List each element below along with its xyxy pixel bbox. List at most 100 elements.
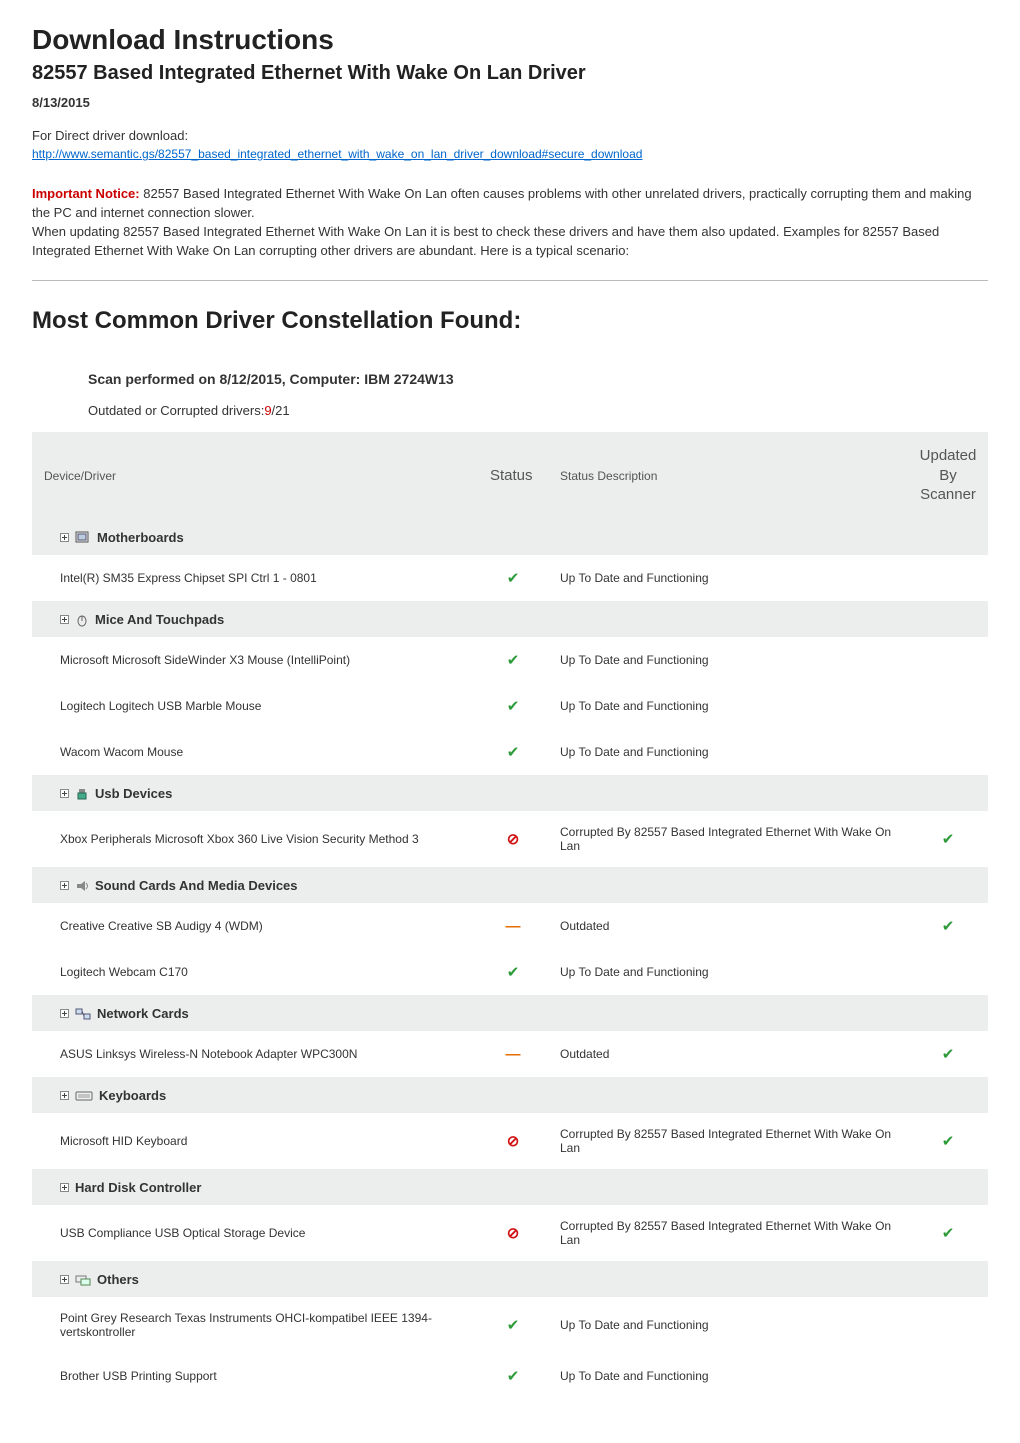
table-row: Logitech Webcam C170✔Up To Date and Func… [32, 949, 988, 995]
check-icon: ✔ [507, 964, 520, 981]
updated-cell [908, 1297, 988, 1353]
status-cell: ⊘ [478, 1205, 548, 1261]
notice-label: Important Notice: [32, 186, 140, 201]
status-desc: Up To Date and Functioning [548, 1353, 908, 1399]
status-cell: ✔ [478, 555, 548, 601]
check-icon: ✔ [942, 918, 955, 935]
category-icon [75, 787, 89, 801]
tree-expand-icon [60, 533, 69, 542]
outdated-count: 9 [264, 403, 271, 418]
device-name: Point Grey Research Texas Instruments OH… [32, 1297, 478, 1353]
status-cell: ⊘ [478, 1113, 548, 1169]
category-label: Keyboards [99, 1088, 166, 1103]
category-row: Mice And Touchpads [32, 601, 988, 637]
updated-cell: ✔ [908, 811, 988, 867]
category-label: Usb Devices [95, 786, 172, 801]
category-cell: Hard Disk Controller [32, 1169, 988, 1205]
updated-cell [908, 1353, 988, 1399]
device-name: Microsoft Microsoft SideWinder X3 Mouse … [32, 637, 478, 683]
table-row: Intel(R) SM35 Express Chipset SPI Ctrl 1… [32, 555, 988, 601]
table-header-row: Device/DriverStatusStatus DescriptionUpd… [32, 432, 988, 519]
category-cell: Motherboards [32, 519, 988, 555]
tree-expand-icon [60, 615, 69, 624]
table-row: ASUS Linksys Wireless-N Notebook Adapter… [32, 1031, 988, 1077]
outdated-prefix: Outdated or Corrupted drivers: [88, 403, 264, 418]
drivers-table: Device/DriverStatusStatus DescriptionUpd… [32, 432, 988, 1399]
table-row: Creative Creative SB Audigy 4 (WDM)—Outd… [32, 903, 988, 949]
col-header-updated: UpdatedByScanner [908, 432, 988, 519]
check-icon: ✔ [507, 744, 520, 761]
check-icon: ✔ [507, 698, 520, 715]
category-label: Sound Cards And Media Devices [95, 878, 298, 893]
device-name: Microsoft HID Keyboard [32, 1113, 478, 1169]
dash-icon: — [506, 918, 521, 935]
device-name: Wacom Wacom Mouse [32, 729, 478, 775]
status-desc: Up To Date and Functioning [548, 949, 908, 995]
check-icon: ✔ [507, 1368, 520, 1385]
updated-cell [908, 949, 988, 995]
table-row: Microsoft Microsoft SideWinder X3 Mouse … [32, 637, 988, 683]
category-cell: Keyboards [32, 1077, 988, 1113]
category-row: Usb Devices [32, 775, 988, 811]
tree-expand-icon [60, 1183, 69, 1192]
device-name: Intel(R) SM35 Express Chipset SPI Ctrl 1… [32, 555, 478, 601]
updated-cell: ✔ [908, 1113, 988, 1169]
status-cell: ✔ [478, 949, 548, 995]
status-cell: ✔ [478, 1353, 548, 1399]
device-name: ASUS Linksys Wireless-N Notebook Adapter… [32, 1031, 478, 1077]
category-row: Sound Cards And Media Devices [32, 867, 988, 903]
category-label: Motherboards [97, 530, 184, 545]
updated-cell [908, 683, 988, 729]
download-link[interactable]: http://www.semantic.gs/82557_based_integ… [32, 147, 642, 161]
table-row: Wacom Wacom Mouse✔Up To Date and Functio… [32, 729, 988, 775]
category-row: Network Cards [32, 995, 988, 1031]
status-cell: ✔ [478, 729, 548, 775]
block-icon: ⊘ [507, 1225, 520, 1242]
status-cell: ✔ [478, 1297, 548, 1353]
notice-line1: 82557 Based Integrated Ethernet With Wak… [32, 186, 972, 220]
outdated-suffix: /21 [272, 403, 290, 418]
category-icon [75, 613, 89, 627]
category-cell: Usb Devices [32, 775, 988, 811]
check-icon: ✔ [942, 1046, 955, 1063]
category-icon [75, 879, 89, 893]
date-label: 8/13/2015 [32, 95, 988, 110]
status-desc: Corrupted By 82557 Based Integrated Ethe… [548, 1113, 908, 1169]
category-label: Hard Disk Controller [75, 1180, 201, 1195]
direct-download-label: For Direct driver download: [32, 128, 988, 143]
check-icon: ✔ [507, 652, 520, 669]
category-row: Hard Disk Controller [32, 1169, 988, 1205]
status-desc: Up To Date and Functioning [548, 1297, 908, 1353]
table-row: Logitech Logitech USB Marble Mouse✔Up To… [32, 683, 988, 729]
col-header-device: Device/Driver [32, 432, 478, 519]
updated-cell [908, 729, 988, 775]
tree-expand-icon [60, 1009, 69, 1018]
section-title: Most Common Driver Constellation Found: [32, 307, 988, 335]
dash-icon: — [506, 1046, 521, 1063]
category-row: Motherboards [32, 519, 988, 555]
status-desc: Up To Date and Functioning [548, 683, 908, 729]
table-row: Point Grey Research Texas Instruments OH… [32, 1297, 988, 1353]
outdated-info: Outdated or Corrupted drivers:9/21 [88, 403, 988, 418]
table-row: USB Compliance USB Optical Storage Devic… [32, 1205, 988, 1261]
category-row: Keyboards [32, 1077, 988, 1113]
device-name: Brother USB Printing Support [32, 1353, 478, 1399]
category-row: Others [32, 1261, 988, 1297]
status-desc: Up To Date and Functioning [548, 637, 908, 683]
category-icon [75, 1273, 91, 1287]
block-icon: ⊘ [507, 831, 520, 848]
status-cell: ✔ [478, 683, 548, 729]
device-name: USB Compliance USB Optical Storage Devic… [32, 1205, 478, 1261]
status-desc: Corrupted By 82557 Based Integrated Ethe… [548, 811, 908, 867]
device-name: Creative Creative SB Audigy 4 (WDM) [32, 903, 478, 949]
status-cell: ✔ [478, 637, 548, 683]
block-icon: ⊘ [507, 1133, 520, 1150]
tree-expand-icon [60, 789, 69, 798]
check-icon: ✔ [942, 1225, 955, 1242]
check-icon: ✔ [942, 1133, 955, 1150]
tree-expand-icon [60, 881, 69, 890]
category-label: Others [97, 1272, 139, 1287]
divider [32, 280, 988, 281]
table-row: Microsoft HID Keyboard ⊘ Corrupted By 8255… [32, 1113, 988, 1169]
notice-block: Important Notice: 82557 Based Integrated… [32, 185, 988, 260]
